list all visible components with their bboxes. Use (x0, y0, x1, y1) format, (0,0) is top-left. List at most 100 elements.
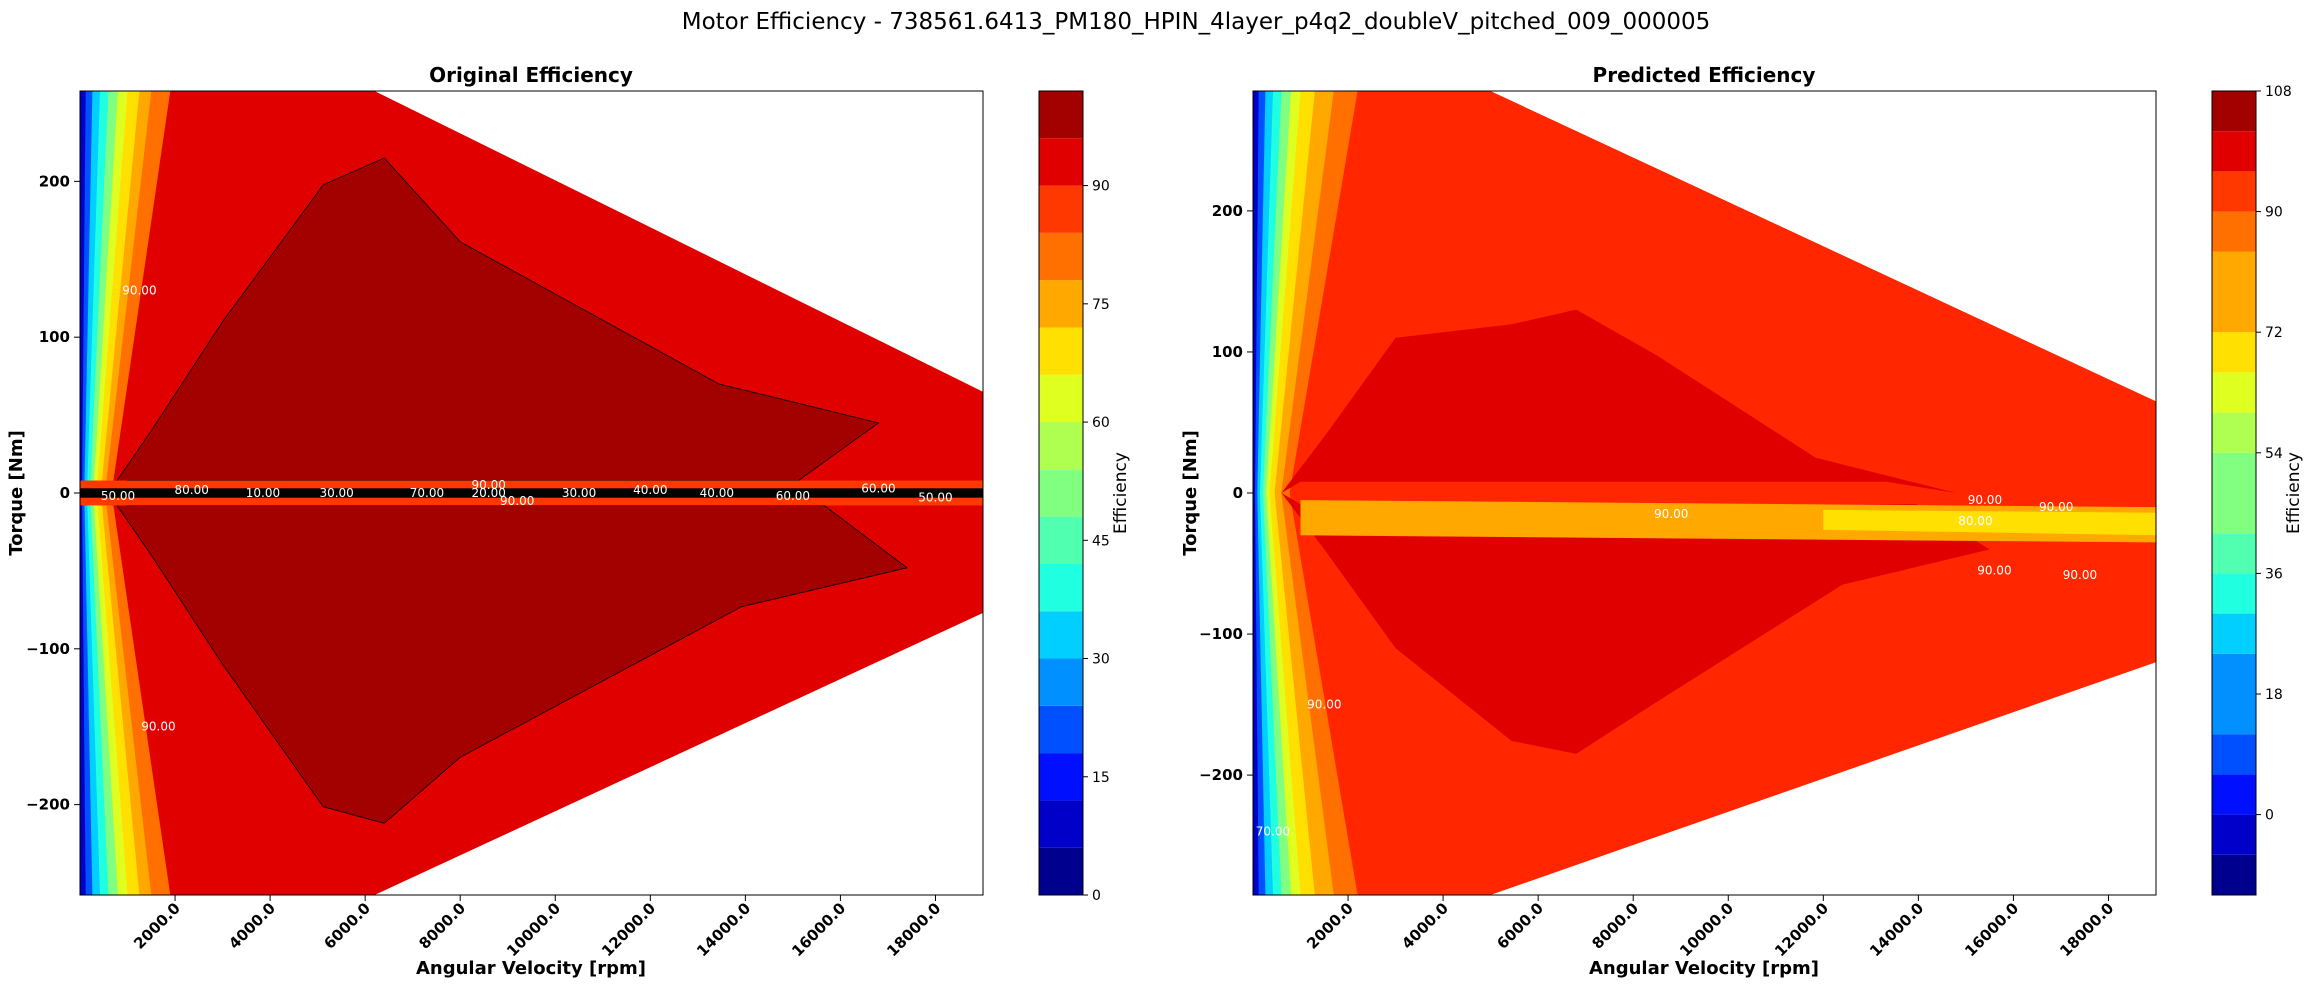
x-tick-label: 14000.0 (1866, 899, 1927, 960)
colorbar-tick-label: 90 (2265, 205, 2283, 221)
x-tick-label: 2000.0 (1303, 899, 1357, 953)
y-tick-label: 100 (39, 328, 70, 346)
colorbar-tick-label: 60 (1092, 415, 1110, 431)
original-panel-title: Original Efficiency (429, 63, 633, 87)
colorbar-tick-label: 0 (1092, 888, 1101, 904)
colorbar-segment (1039, 800, 1083, 848)
colorbar-segment (2212, 452, 2256, 493)
predicted-x-axis-label: Angular Velocity [rpm] (1589, 958, 1819, 979)
colorbar-segment (2212, 292, 2256, 333)
contour-label: 50.00 (918, 491, 952, 505)
contour-label: 90.00 (2039, 500, 2073, 514)
colorbar-tick-label: 36 (2265, 566, 2283, 582)
colorbar-tick-label: 15 (1092, 770, 1110, 786)
original-colorbar: 0 15 30 45 60 75 90 (1038, 90, 1110, 904)
low-speed-efficiency-band (1253, 91, 1259, 895)
colorbar-segment (2212, 613, 2256, 654)
y-tick-label: 0 (60, 484, 70, 502)
colorbar-segment (2212, 332, 2256, 373)
contour-label: 30.00 (319, 486, 353, 500)
efficiency-core-region-positive (108, 157, 880, 494)
x-tick-label: 10000.0 (503, 899, 564, 960)
contour-label: 60.00 (776, 489, 810, 503)
y-tick-label: −200 (26, 796, 70, 814)
predicted-x-axis: 2000.0 4000.0 6000.0 8000.0 10000.0 12000.0 14… (1303, 895, 2117, 960)
colorbar-segment (1039, 847, 1083, 895)
x-tick-label: 8000.0 (1588, 899, 1642, 953)
colorbar-segment (1039, 422, 1083, 470)
colorbar-tick-label: 108 (2265, 84, 2292, 100)
low-speed-efficiency-band (80, 91, 86, 895)
x-tick-label: 12000.0 (598, 899, 659, 960)
contour-label: 90.00 (472, 478, 506, 492)
y-tick-label: 100 (1212, 343, 1243, 361)
colorbar-segment (2212, 573, 2256, 614)
colorbar-tick-label: 45 (1092, 533, 1110, 549)
contour-label: 80.00 (175, 483, 209, 497)
colorbar-segment (2212, 412, 2256, 453)
colorbar-segment (1039, 469, 1083, 517)
outside-operating-envelope (80, 91, 983, 895)
x-tick-label: 4000.0 (1398, 899, 1452, 953)
colorbar-segment (1039, 91, 1083, 139)
colorbar-segment (1039, 563, 1083, 612)
x-tick-label: 10000.0 (1676, 899, 1737, 960)
colorbar-tick-label: 72 (2265, 325, 2283, 341)
original-x-axis: 2000.0 4000.0 6000.0 8000.0 10000.0 12000.0 14… (130, 895, 944, 960)
colorbar-segment (2212, 91, 2256, 132)
colorbar-segment (2212, 653, 2256, 694)
zero-torque-band-inner (1823, 509, 2156, 536)
y-tick-label: −100 (26, 640, 70, 658)
colorbar-segment (1039, 232, 1083, 281)
colorbar-tick-label: 75 (1092, 297, 1110, 313)
colorbar-segment (1039, 753, 1083, 801)
contour-label: 90.00 (500, 494, 534, 508)
colorbar-segment (2212, 171, 2256, 212)
colorbar-segment (2212, 211, 2256, 252)
colorbar-segment (1039, 658, 1083, 706)
colorbar-segment (2212, 493, 2256, 534)
colorbar-tick-label: 30 (1092, 652, 1110, 668)
colorbar-frame (1038, 90, 1084, 896)
colorbar-segment (2212, 251, 2256, 292)
contour-label: 50.00 (101, 489, 135, 503)
original-y-axis-label: Torque [Nm] (6, 430, 27, 556)
contour-label: 40.00 (700, 486, 734, 500)
x-tick-label: 6000.0 (320, 899, 374, 953)
original-y-axis: −200 −100 0 100 200 (26, 172, 80, 814)
colorbar-segment (2212, 774, 2256, 815)
contour-label: 90.00 (1307, 698, 1341, 712)
x-tick-label: 2000.0 (130, 899, 184, 953)
colorbar-segment (1039, 327, 1083, 375)
outside-operating-envelope (1253, 91, 2156, 895)
contour-label: 90.00 (2063, 568, 2097, 582)
colorbar-frame (2211, 90, 2257, 896)
contour-label: 90.00 (1977, 564, 2011, 578)
predicted-colorbar-label: Efficiency (2284, 452, 2304, 534)
contour-label: 80.00 (1958, 514, 1992, 528)
x-tick-label: 14000.0 (693, 899, 754, 960)
x-tick-label: 8000.0 (415, 899, 469, 953)
colorbar-segment (2212, 372, 2256, 413)
colorbar-segment (2212, 854, 2256, 895)
original-x-axis-label: Angular Velocity [rpm] (416, 958, 646, 979)
x-tick-label: 16000.0 (1961, 899, 2022, 960)
colorbar-segment (2212, 734, 2256, 775)
colorbar-tick-label: 18 (2265, 687, 2283, 703)
colorbar-tick-label: 90 (1092, 179, 1110, 195)
x-tick-label: 18000.0 (883, 899, 944, 960)
contour-label: 90.00 (141, 720, 175, 734)
colorbar-segment (1039, 516, 1083, 564)
colorbar-segment (1039, 185, 1083, 233)
y-tick-label: 200 (1212, 202, 1243, 220)
contour-label: 60.00 (861, 481, 895, 495)
original-efficiency-panel: Original Efficiency 90.00 90.00 80.00 10.00… (6, 63, 1131, 979)
x-tick-label: 12000.0 (1771, 899, 1832, 960)
predicted-panel-title: Predicted Efficiency (1593, 63, 1816, 87)
colorbar-tick-label: 54 (2265, 446, 2283, 462)
contour-label: 70.00 (1256, 825, 1290, 839)
original-colorbar-label: Efficiency (1111, 452, 1131, 534)
contour-label: 40.00 (633, 483, 667, 497)
